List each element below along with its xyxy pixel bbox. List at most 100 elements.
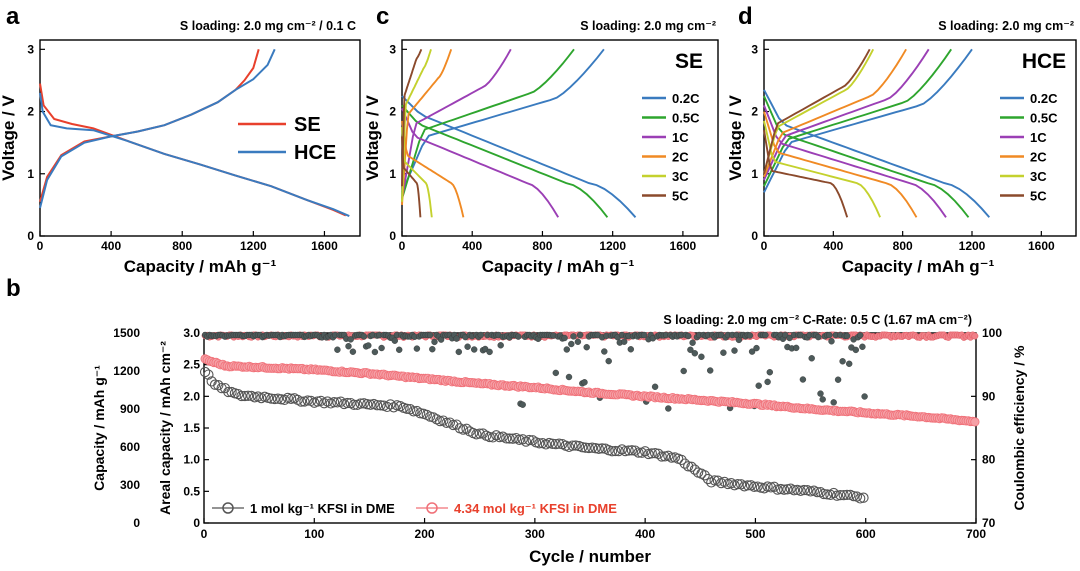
ce-point-1m bbox=[691, 350, 698, 357]
ce-point-434m bbox=[971, 332, 979, 340]
ce-point-1m bbox=[515, 333, 522, 340]
capacity-point-1m bbox=[524, 434, 535, 446]
capacity-point-1m bbox=[679, 458, 690, 469]
panel-label-c: c bbox=[376, 3, 389, 30]
ce-point-1m bbox=[455, 348, 462, 356]
legend-label-0-2c: 0.2C bbox=[1030, 91, 1058, 106]
panel-c-tag: SE bbox=[675, 50, 703, 73]
y-tick-label: 1 bbox=[751, 167, 758, 181]
panel-c-note: S loading: 2.0 mg cm⁻² bbox=[580, 19, 716, 33]
ce-point-1m bbox=[360, 333, 368, 340]
capacity-point-1m bbox=[851, 491, 863, 502]
ce-point-1m bbox=[731, 347, 738, 354]
capacity-point-1m bbox=[199, 366, 211, 378]
capacity-tick-label: 1500 bbox=[113, 326, 140, 340]
capacity-point-1m bbox=[765, 482, 777, 493]
y-tick-label: 3 bbox=[751, 42, 758, 56]
x-tick-label: 0 bbox=[37, 239, 44, 253]
charge-curve-5c bbox=[401, 48, 423, 187]
capacity-point-1m bbox=[712, 475, 724, 486]
capacity-point-1m bbox=[587, 442, 598, 453]
capacity-point-1m bbox=[332, 397, 343, 408]
legend-marker-434m bbox=[426, 502, 438, 514]
panel-a-xlabel: Capacity / mAh g⁻¹ bbox=[124, 257, 277, 276]
panel-b-ylabel-capacity: Capacity / mAh g⁻¹ bbox=[91, 365, 107, 491]
capacity-point-1m bbox=[507, 433, 518, 444]
ce-point-1m bbox=[830, 399, 837, 406]
legend-label-1c: 1C bbox=[672, 130, 689, 145]
capacity-tick-label: 600 bbox=[120, 440, 140, 454]
capacity-point-1m bbox=[501, 433, 512, 444]
ce-point-1m bbox=[640, 331, 648, 339]
y-tick-label: 0 bbox=[751, 229, 758, 243]
legend-label-0-5c: 0.5C bbox=[1030, 111, 1058, 126]
capacity-point-1m bbox=[858, 492, 869, 503]
ce-point-1m bbox=[748, 348, 756, 355]
capacity-point-1m bbox=[272, 393, 284, 404]
capacity-tick-label: 300 bbox=[120, 478, 140, 492]
discharge-curve-3c bbox=[401, 127, 433, 218]
ce-point-1m bbox=[746, 332, 754, 339]
x-tick-label: 300 bbox=[525, 527, 545, 541]
legend-label-5c: 5C bbox=[1030, 189, 1047, 204]
panel-label-a: a bbox=[6, 3, 20, 30]
capacity-point-1m bbox=[659, 451, 671, 462]
capacity-point-1m bbox=[328, 397, 340, 408]
capacity-point-1m bbox=[342, 397, 353, 409]
capacity-point-1m bbox=[788, 485, 800, 496]
ce-point-1m bbox=[349, 348, 357, 355]
charge-curve-0-5c bbox=[763, 48, 952, 187]
ce-point-1m bbox=[464, 343, 471, 350]
legend-label-se: SE bbox=[294, 114, 321, 136]
capacity-point-1m bbox=[428, 412, 439, 423]
x-tick-label: 0 bbox=[201, 527, 208, 541]
capacity-point-1m bbox=[547, 438, 558, 449]
capacity-point-1m bbox=[742, 480, 753, 491]
ce-point-1m bbox=[576, 331, 584, 339]
legend-label-1m: 1 mol kg⁻¹ KFSI in DME bbox=[250, 501, 395, 516]
capacity-point-1m bbox=[444, 417, 456, 428]
ce-point-1m bbox=[429, 346, 436, 353]
x-tick-label: 100 bbox=[304, 527, 324, 541]
ce-point-1m bbox=[766, 369, 773, 376]
ce-tick-label: 70 bbox=[982, 516, 996, 530]
capacity-point-1m bbox=[831, 490, 843, 501]
capacity-point-1m bbox=[415, 408, 426, 419]
panel-label-d: d bbox=[738, 3, 753, 30]
capacity-point-1m bbox=[276, 394, 287, 405]
x-tick-label: 800 bbox=[893, 239, 913, 253]
capacity-point-1m bbox=[577, 442, 588, 453]
x-tick-label: 800 bbox=[172, 239, 192, 253]
capacity-point-1m bbox=[295, 396, 307, 407]
y-tick-label: 1 bbox=[27, 167, 34, 181]
capacity-point-1m bbox=[639, 446, 651, 457]
capacity-point-1m bbox=[699, 470, 710, 481]
capacity-point-1m bbox=[441, 417, 452, 429]
capacity-point-1m bbox=[755, 482, 767, 493]
capacity-point-1m bbox=[223, 386, 234, 398]
capacity-point-1m bbox=[726, 478, 737, 489]
ce-point-1m bbox=[764, 378, 771, 386]
capacity-point-1m bbox=[841, 489, 853, 501]
panel-b-note: S loading: 2.0 mg cm⁻² C-Rate: 0.5 C (1.… bbox=[663, 313, 972, 327]
panel-b-ylabel-ce: Coulombic efficiency / % bbox=[1011, 345, 1027, 510]
capacity-point-1m bbox=[209, 379, 221, 390]
discharge-curve-0-2c bbox=[401, 95, 637, 218]
ce-point-1m bbox=[519, 401, 526, 408]
discharge-curve-2c bbox=[401, 120, 465, 218]
capacity-point-1m bbox=[683, 461, 694, 472]
panel-d-tag: HCE bbox=[1022, 50, 1066, 73]
discharge-curve-3c bbox=[763, 120, 881, 218]
capacity-point-1m bbox=[494, 431, 505, 443]
ce-point-1m bbox=[477, 331, 484, 339]
ce-point-1m bbox=[396, 346, 403, 353]
x-tick-label: 1600 bbox=[670, 239, 697, 253]
capacity-point-1m bbox=[818, 488, 829, 500]
capacity-point-1m bbox=[769, 481, 780, 492]
ce-point-1m bbox=[857, 332, 864, 339]
capacity-point-1m bbox=[213, 380, 224, 391]
x-tick-label: 1600 bbox=[311, 239, 338, 253]
ce-point-1m bbox=[561, 334, 568, 342]
x-tick-label: 400 bbox=[823, 239, 843, 253]
